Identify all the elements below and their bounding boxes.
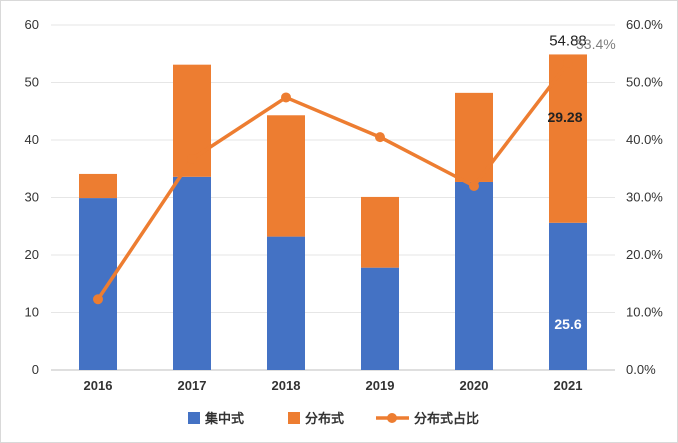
- y-left-tick-label: 50: [25, 75, 39, 90]
- line-point: [375, 132, 385, 143]
- bar-centralized: [79, 198, 117, 370]
- data-label-total-2021: 54.88: [549, 32, 587, 49]
- y-left-tick-label: 10: [25, 305, 39, 320]
- legend-label-centralized: 集中式: [204, 411, 244, 426]
- legend-label-distributed: 分布式: [305, 411, 344, 426]
- x-tick-label: 2021: [554, 378, 583, 393]
- bar-distributed: [79, 173, 117, 199]
- y-right-tick-label: 40.0%: [626, 132, 663, 147]
- y-left-tick-label: 0: [32, 362, 39, 377]
- bar-distributed: [267, 115, 305, 237]
- data-label-distributed-2021: 29.28: [547, 109, 582, 125]
- data-label-centralized-2021: 25.6: [554, 316, 581, 332]
- bar-centralized: [173, 176, 211, 370]
- line-point: [187, 153, 197, 164]
- y-right-tick-label: 0.0%: [626, 362, 656, 377]
- bar-distributed: [549, 54, 587, 223]
- line-point: [469, 181, 479, 191]
- line-point: [281, 92, 291, 103]
- y-left-tick-label: 30: [25, 190, 39, 205]
- legend-swatch-centralized: [188, 412, 200, 424]
- y-right-tick-label: 30.0%: [626, 190, 663, 205]
- x-tick-label: 2019: [366, 378, 395, 393]
- y-right-tick-label: 50.0%: [626, 75, 663, 90]
- legend-swatch-share-point: [387, 413, 397, 423]
- bar-centralized: [267, 236, 305, 370]
- y-left-tick-label: 60: [25, 17, 39, 32]
- x-tick-label: 2018: [272, 378, 301, 393]
- bar-centralized: [455, 181, 493, 370]
- bar-distributed: [361, 196, 399, 268]
- x-tick-label: 2020: [460, 378, 489, 393]
- line-distributed-share: [96, 61, 570, 301]
- legend-label-share: 分布式占比: [414, 411, 479, 426]
- x-tick-label: 2016: [84, 378, 113, 393]
- y-right-tick-label: 10.0%: [626, 305, 663, 320]
- line-point: [93, 294, 103, 305]
- y-right-tick-label: 60.0%: [626, 17, 663, 32]
- y-left-tick-label: 40: [25, 132, 39, 147]
- y-left-tick-label: 20: [25, 247, 39, 262]
- bar-centralized: [361, 267, 399, 370]
- data-label-share-2021: 53.4%: [576, 36, 616, 52]
- y-right-tick-label: 20.0%: [626, 247, 663, 262]
- legend-swatch-distributed: [288, 412, 300, 424]
- bar-centralized: [549, 222, 587, 370]
- line-point: [563, 57, 573, 68]
- x-tick-label: 2017: [178, 378, 207, 393]
